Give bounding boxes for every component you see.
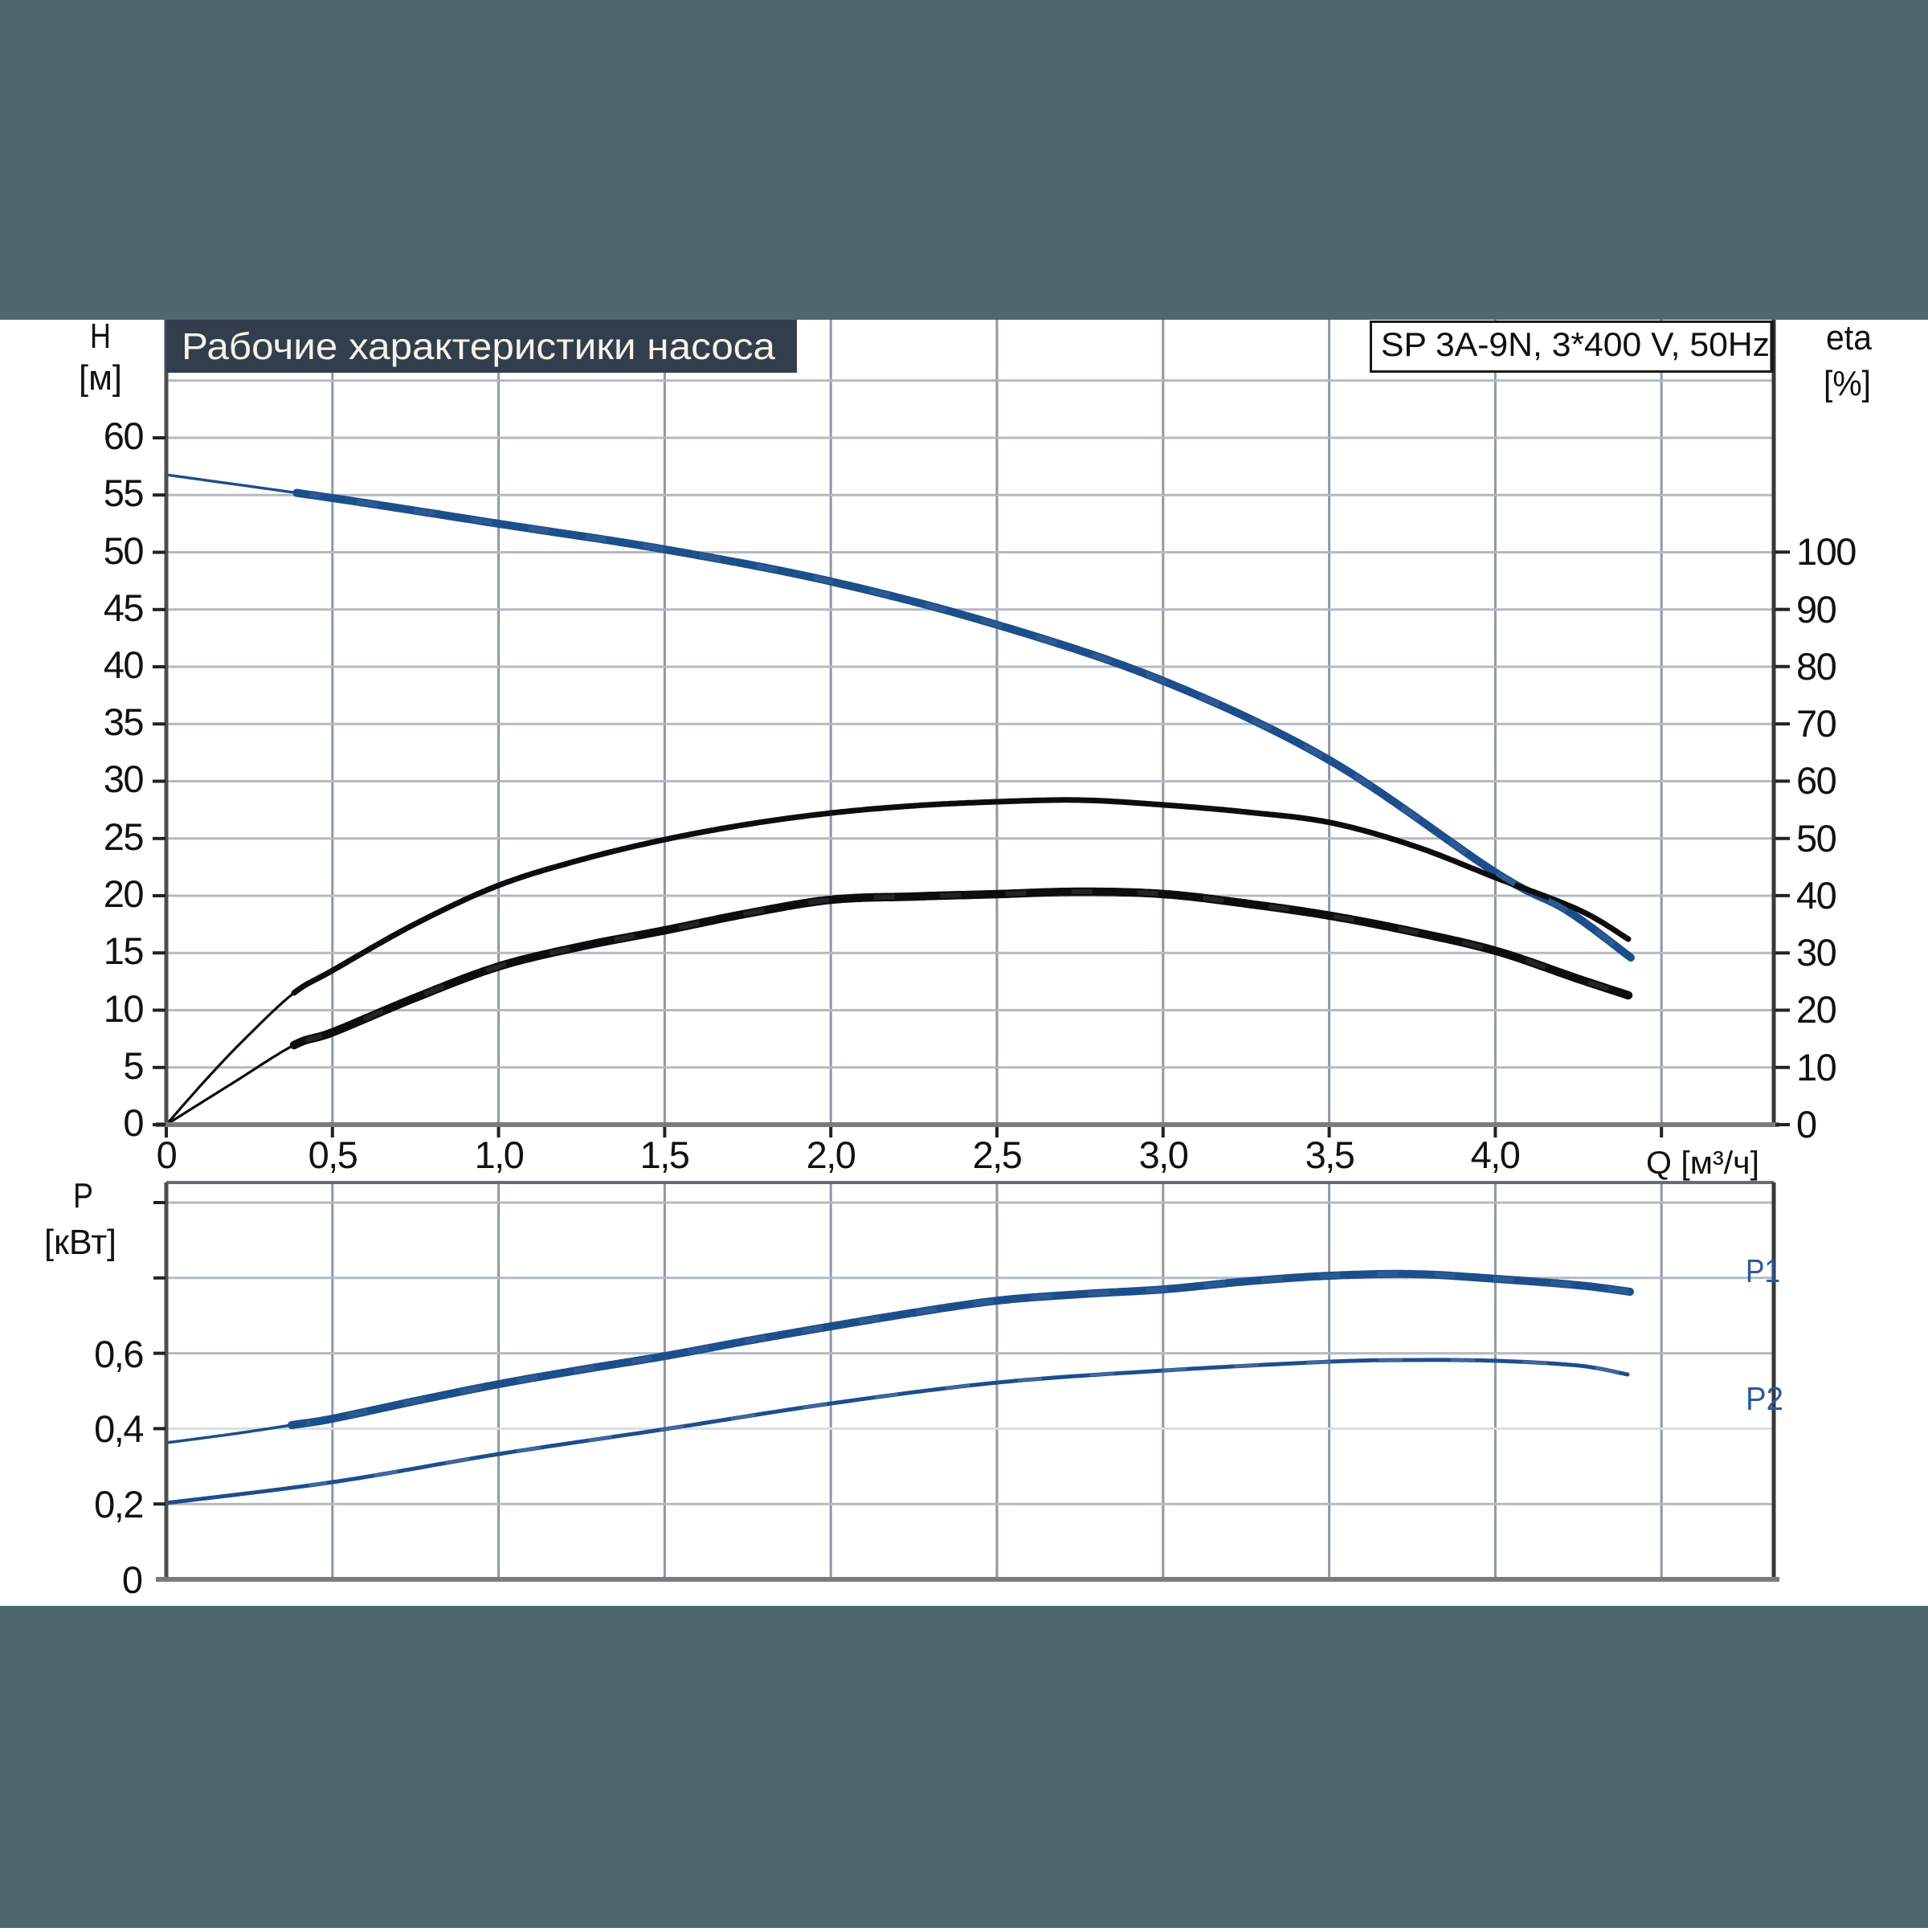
svg-text:10: 10	[104, 987, 144, 1030]
svg-text:0: 0	[122, 1558, 143, 1601]
svg-text:60: 60	[1796, 759, 1836, 802]
svg-text:[%]: [%]	[1824, 364, 1871, 403]
svg-text:[кВт]: [кВт]	[44, 1223, 116, 1262]
svg-text:SP 3A-9N, 3*400 V, 50Hz: SP 3A-9N, 3*400 V, 50Hz	[1381, 325, 1770, 363]
svg-text:90: 90	[1796, 588, 1836, 631]
svg-text:50: 50	[104, 529, 144, 572]
svg-text:35: 35	[104, 701, 144, 743]
svg-text:60: 60	[104, 415, 144, 457]
svg-text:50: 50	[1796, 817, 1836, 860]
svg-text:Q [м³/ч]: Q [м³/ч]	[1646, 1146, 1759, 1181]
svg-text:25: 25	[104, 815, 144, 858]
svg-text:55: 55	[104, 472, 144, 514]
svg-text:1,0: 1,0	[475, 1133, 524, 1176]
svg-text:0,5: 0,5	[308, 1133, 357, 1176]
svg-text:4,0: 4,0	[1471, 1133, 1520, 1176]
svg-text:P1: P1	[1746, 1252, 1780, 1289]
svg-text:Рабочие характеристики насоса: Рабочие характеристики насоса	[182, 325, 775, 367]
svg-text:P2: P2	[1746, 1380, 1783, 1417]
svg-text:0: 0	[123, 1101, 143, 1144]
svg-text:eta: eta	[1826, 318, 1872, 357]
svg-text:H: H	[90, 317, 111, 356]
svg-text:80: 80	[1796, 645, 1836, 688]
svg-text:40: 40	[104, 643, 144, 686]
svg-text:2,0: 2,0	[807, 1133, 856, 1176]
svg-text:0: 0	[1796, 1103, 1816, 1146]
svg-text:1,5: 1,5	[640, 1133, 689, 1176]
svg-text:0: 0	[157, 1133, 177, 1176]
svg-text:70: 70	[1796, 702, 1836, 745]
svg-text:0,2: 0,2	[94, 1483, 143, 1526]
svg-text:0,4: 0,4	[94, 1407, 143, 1450]
svg-text:15: 15	[104, 929, 144, 972]
svg-text:5: 5	[123, 1044, 143, 1087]
svg-text:10: 10	[1796, 1046, 1836, 1089]
svg-text:40: 40	[1796, 874, 1836, 917]
svg-text:[м]: [м]	[79, 358, 122, 398]
svg-text:3,5: 3,5	[1305, 1133, 1354, 1176]
svg-text:30: 30	[104, 758, 144, 800]
svg-text:20: 20	[104, 872, 144, 915]
svg-text:P: P	[73, 1176, 93, 1215]
svg-text:45: 45	[104, 586, 144, 629]
svg-text:20: 20	[1796, 988, 1836, 1031]
svg-text:100: 100	[1796, 530, 1856, 573]
svg-text:3,0: 3,0	[1139, 1133, 1188, 1176]
svg-text:0,6: 0,6	[94, 1333, 143, 1375]
svg-text:2,5: 2,5	[973, 1133, 1022, 1176]
svg-text:30: 30	[1796, 931, 1836, 974]
